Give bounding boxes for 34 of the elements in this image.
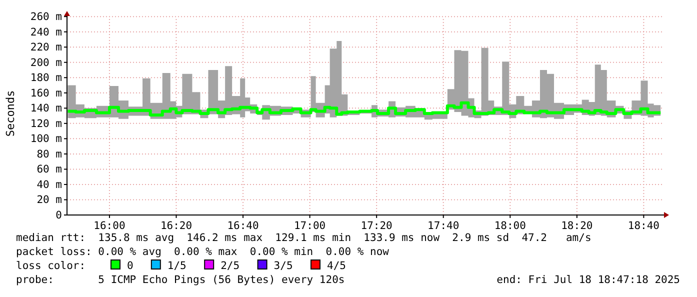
y-tick-label: 120 m — [30, 118, 62, 130]
y-tick-label: 140 m — [30, 102, 62, 115]
y-tick-label: 20 m — [36, 194, 62, 206]
y-tick-label: 160 m — [30, 87, 62, 100]
y-tick-label: 180 m — [30, 72, 62, 84]
legend-label: 2/5 — [220, 260, 240, 272]
x-tick-label: 18:00 — [494, 220, 526, 232]
legend-label: 4/5 — [327, 260, 346, 272]
x-tick-label: 17:20 — [360, 220, 392, 232]
x-tick-label: 16:20 — [160, 220, 192, 232]
y-tick-label: 60 m — [36, 164, 62, 176]
x-tick-label: 18:20 — [561, 220, 593, 232]
text: median rtt: 135.8 ms avg 146.2 ms max 129.1 ms min 133.9 ms now 2.9 ms sd 47.2 am/s — [16, 232, 592, 244]
y-axis-title: Seconds — [4, 90, 17, 137]
y-tick-label: 260 m — [30, 11, 62, 24]
text: end: Fri Jul 18 18:47:18 2025 — [496, 274, 680, 286]
y-tick-label: 0 — [56, 210, 62, 222]
y-tick-label: 220 m — [30, 42, 62, 54]
legend-label: 0 — [127, 260, 134, 272]
y-tick-label: 240 m — [30, 26, 62, 38]
x-tick-label: 16:40 — [227, 220, 259, 232]
y-tick-label: 100 m — [30, 133, 62, 146]
text: packet loss: 0.00 % avg 0.00 % max 0.00 % min 0.00 % now — [16, 246, 390, 258]
y-tick-label: 40 m — [36, 178, 62, 191]
x-tick-label: 17:40 — [428, 220, 460, 232]
y-tick-label: 80 m — [36, 148, 62, 160]
x-tick-label: 16:00 — [94, 220, 126, 232]
text: probe: 5 ICMP Echo Pings (56 Bytes) every 120s — [16, 274, 345, 286]
legend-title: loss color: — [16, 260, 86, 272]
legend-label: 3/5 — [274, 260, 293, 272]
x-tick-label: 18:40 — [628, 220, 660, 232]
x-tick-label: 17:00 — [294, 220, 326, 232]
y-tick-label: 200 m — [30, 56, 62, 69]
legend-label: 1/5 — [167, 260, 186, 272]
